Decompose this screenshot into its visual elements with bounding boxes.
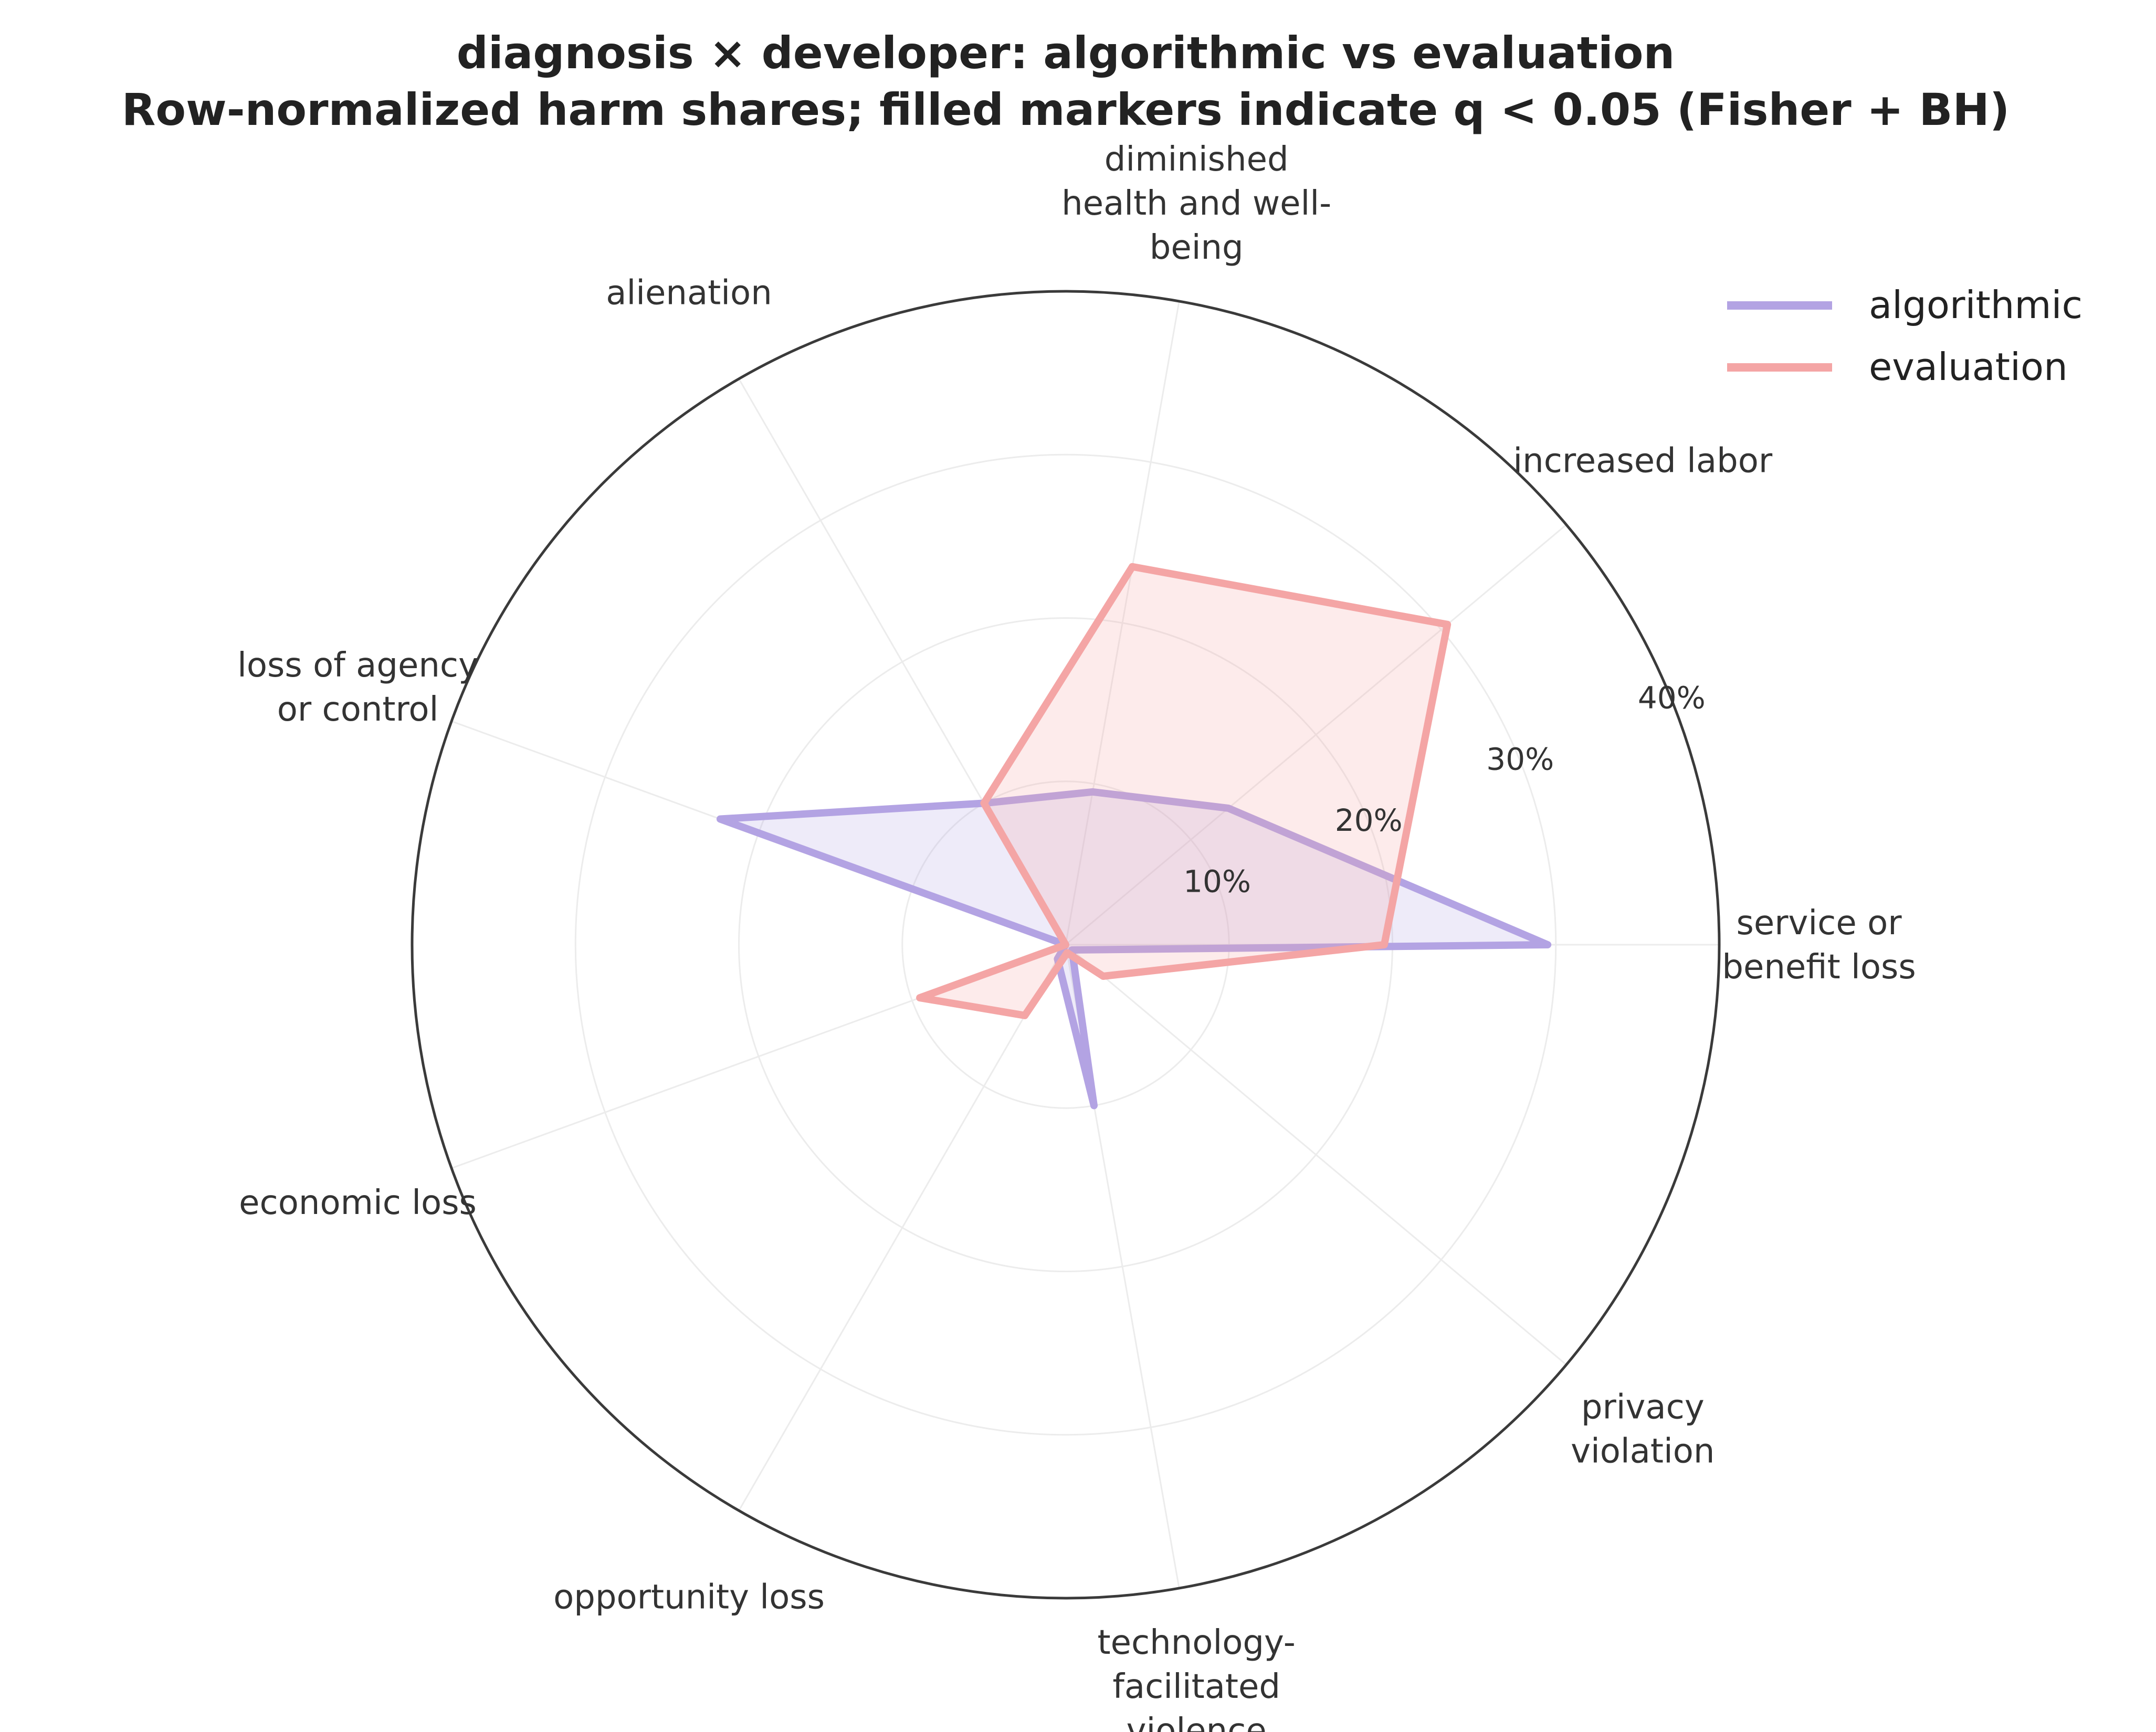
tick-label-40: 40% [1638,680,1706,716]
category-label-diminished-health-and-well-being: diminished health and well-being [1061,140,1331,267]
spoke-privacy-violation [1065,944,1567,1366]
legend-label-algorithmic: algorithmic [1869,283,2083,327]
legend-label-evaluation: evaluation [1869,345,2068,389]
point-evaluation-economic-loss [919,997,920,998]
category-label-loss-of-agency-or-control: loss of agency or control [237,646,478,729]
category-label-technology-facilitated-violence: technology-facilitated violence [1098,1623,1296,1732]
category-label-alienation: alienation [606,273,772,312]
series-group [716,563,1552,1110]
category-label-privacy-violation: privacy violation [1571,1388,1715,1471]
point-evaluation-service-or-benefit-loss [1384,944,1385,945]
point-algorithmic-loss-of-agency-or-control [720,818,721,819]
point-evaluation-opportunity-loss [1024,1015,1025,1016]
chart-title: diagnosis × developer: algorithmic vs ev… [457,27,1675,79]
category-label-economic-loss: economic loss [239,1184,477,1222]
spoke-increased-labor [1065,524,1567,946]
point-evaluation-privacy-violation [1103,976,1104,977]
spoke-diminished-health-and-well-being [1065,301,1180,945]
category-label-opportunity-loss: opportunity loss [553,1578,825,1617]
point-evaluation-alienation [983,802,984,804]
point-evaluation-loss-of-agency-or-control [1065,944,1066,945]
tick-label-30: 30% [1486,741,1554,777]
tick-label-10: 10% [1183,864,1251,900]
point-evaluation-increased-labor [1447,624,1448,625]
point-algorithmic-technology-facilitated-violence [1093,1105,1095,1106]
chart-subtitle: Row-normalized harm shares; filled marke… [122,84,2010,135]
category-label-increased-labor: increased labor [1513,442,1773,481]
point-evaluation-technology-facilitated-violence [1067,952,1068,953]
category-label-service-or-benefit-loss: service or benefit loss [1722,904,1916,987]
spoke-opportunity-loss [738,944,1067,1511]
outer-ring [411,290,1721,1600]
tick-label-20: 20% [1335,802,1403,838]
legend: algorithmic evaluation [1727,283,2083,389]
series-evaluation [916,563,1452,1019]
radial-ticks: 10% 20% 30% 40% [1183,680,1706,900]
point-algorithmic-service-or-benefit-loss [1547,944,1548,945]
point-evaluation-diminished-health-and-well-being [1132,566,1133,567]
category-labels: service or benefit loss increased labor dim… [237,140,1916,1732]
series-algorithmic [716,788,1552,1110]
